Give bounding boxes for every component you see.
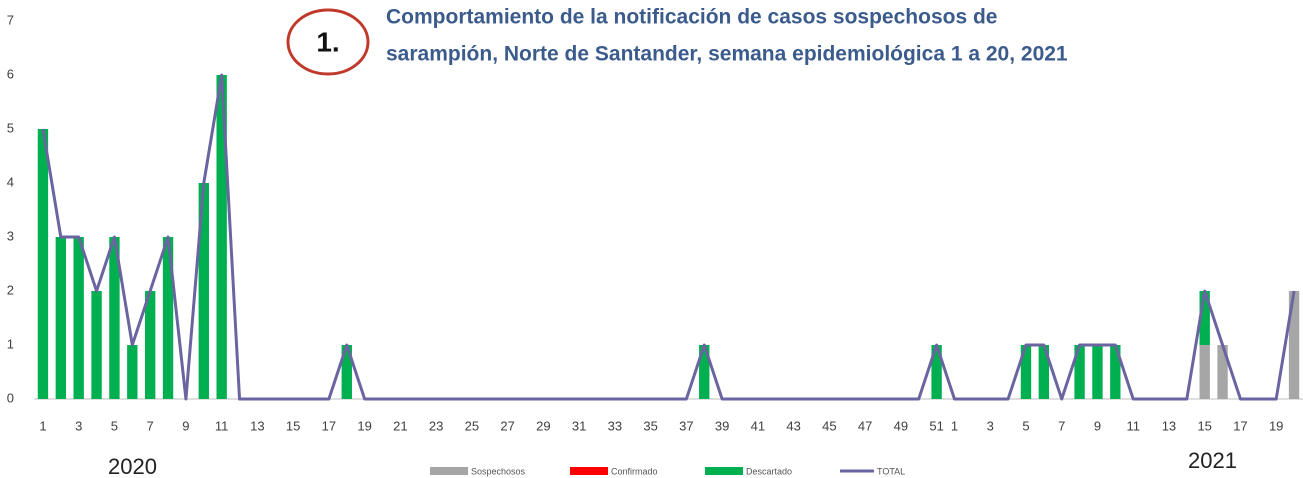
bar xyxy=(162,237,174,399)
bar xyxy=(1020,345,1032,399)
x-tick-label: 39 xyxy=(715,418,729,433)
bar xyxy=(1199,345,1210,399)
year-label: 2021 xyxy=(1188,448,1237,473)
x-tick-label: 25 xyxy=(465,418,479,433)
x-tick-label: 35 xyxy=(643,418,657,433)
x-tick-label: 11 xyxy=(215,418,229,433)
x-tick-label: 1 xyxy=(951,418,958,433)
bar xyxy=(55,237,66,399)
bar xyxy=(1092,345,1103,399)
bar xyxy=(109,237,120,399)
x-tick-label: 9 xyxy=(1094,418,1101,433)
bar xyxy=(931,345,942,399)
year-label: 2020 xyxy=(108,454,157,478)
x-tick-label: 45 xyxy=(822,418,836,433)
x-tick-label: 7 xyxy=(1058,418,1065,433)
y-tick-label: 3 xyxy=(7,228,14,243)
bar xyxy=(1199,291,1210,345)
x-tick-label: 43 xyxy=(786,418,800,433)
legend-label: Confirmado xyxy=(611,466,658,476)
x-tick-label: 29 xyxy=(536,418,550,433)
x-tick-label: 15 xyxy=(1197,418,1211,433)
legend-swatch xyxy=(570,467,608,475)
legend-label: TOTAL xyxy=(877,466,905,476)
bar xyxy=(198,183,209,399)
x-tick-label: 15 xyxy=(286,418,300,433)
y-tick-label: 4 xyxy=(7,174,14,189)
y-tick-label: 7 xyxy=(7,12,14,27)
y-tick-label: 1 xyxy=(7,336,14,351)
chart-title: Comportamiento de la notificación de cas… xyxy=(386,6,997,29)
x-tick-label: 3 xyxy=(987,418,994,433)
y-tick-label: 6 xyxy=(7,66,14,81)
x-tick-label: 21 xyxy=(393,418,407,433)
x-tick-label: 23 xyxy=(429,418,443,433)
bar xyxy=(144,291,156,399)
x-tick-label: 47 xyxy=(858,418,872,433)
legend-swatch xyxy=(430,467,468,475)
bar xyxy=(699,345,710,399)
x-tick-label: 41 xyxy=(751,418,765,433)
x-tick-label: 19 xyxy=(357,418,371,433)
bar xyxy=(1038,345,1050,399)
x-tick-label: 1 xyxy=(39,418,46,433)
x-tick-label: 7 xyxy=(147,418,154,433)
x-tick-label: 19 xyxy=(1269,418,1283,433)
bar xyxy=(1110,345,1121,399)
chart-title: sarampión, Norte de Santander, semana ep… xyxy=(386,43,1068,66)
x-tick-label: 51 xyxy=(929,418,943,433)
x-tick-label: 5 xyxy=(111,418,118,433)
bar xyxy=(341,345,352,399)
bar xyxy=(1288,291,1300,399)
x-tick-label: 13 xyxy=(1162,418,1176,433)
x-tick-label: 49 xyxy=(894,418,908,433)
bar xyxy=(73,237,84,399)
bar xyxy=(1217,345,1228,399)
bar xyxy=(91,291,102,399)
x-tick-label: 9 xyxy=(182,418,189,433)
legend-swatch xyxy=(705,467,743,475)
x-tick-label: 5 xyxy=(1022,418,1029,433)
bar xyxy=(1074,345,1085,399)
x-tick-label: 17 xyxy=(322,418,336,433)
line xyxy=(41,73,1296,401)
x-tick-label: 27 xyxy=(500,418,514,433)
legend-label: Descartado xyxy=(746,466,792,476)
x-tick-label: 13 xyxy=(250,418,264,433)
x-tick-label: 37 xyxy=(679,418,693,433)
y-tick-label: 0 xyxy=(7,390,14,405)
bar xyxy=(216,75,227,399)
x-tick-label: 3 xyxy=(75,418,82,433)
y-tick-label: 2 xyxy=(7,282,14,297)
bar xyxy=(37,129,49,399)
y-tick-label: 5 xyxy=(7,120,14,135)
x-tick-label: 33 xyxy=(608,418,622,433)
legend-label: Sospechosos xyxy=(471,466,526,476)
x-tick-label: 11 xyxy=(1126,418,1140,433)
badge-circle xyxy=(286,8,370,76)
x-tick-label: 17 xyxy=(1233,418,1247,433)
x-tick-label: 31 xyxy=(572,418,586,433)
badge: 1. xyxy=(316,26,339,57)
bar xyxy=(127,345,138,399)
